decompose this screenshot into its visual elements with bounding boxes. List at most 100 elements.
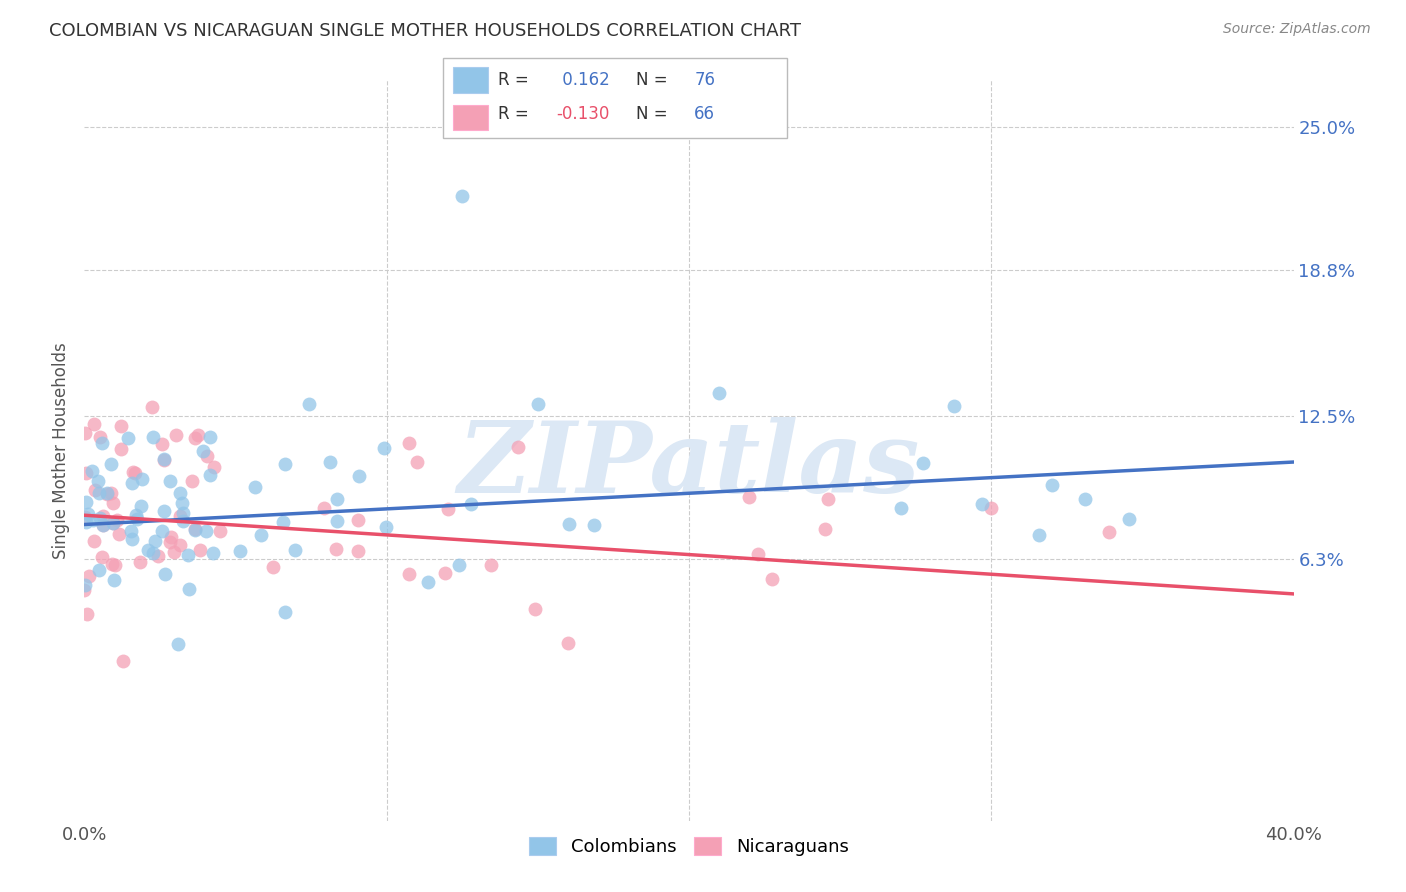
Point [91, 518, 114, 533]
Point [117, 431, 139, 445]
Point [398, 436, 420, 450]
Point [1040, 478, 1063, 492]
Point [129, 499, 152, 513]
Point [101, 516, 124, 530]
Point [1028, 528, 1050, 542]
FancyBboxPatch shape [443, 58, 787, 138]
Point [980, 501, 1002, 516]
Text: 76: 76 [695, 70, 716, 88]
Point [184, 523, 207, 537]
Point [274, 605, 297, 619]
Point [75, 426, 97, 441]
Point [508, 440, 530, 454]
Point [187, 428, 209, 442]
Point [375, 520, 398, 534]
Point [82, 513, 104, 527]
Point [250, 528, 273, 542]
Point [141, 400, 163, 414]
Point [262, 560, 284, 574]
Point [145, 533, 167, 548]
Point [195, 449, 218, 463]
Point [479, 558, 502, 573]
Point [347, 543, 370, 558]
Point [160, 530, 183, 544]
Point [274, 457, 297, 471]
Point [169, 538, 191, 552]
Point [150, 524, 173, 538]
Point [312, 500, 335, 515]
Point [100, 486, 122, 500]
Point [110, 418, 132, 433]
Text: R =: R = [498, 105, 534, 123]
Text: N =: N = [636, 70, 672, 88]
Text: R =: R = [498, 70, 534, 88]
Point [124, 508, 146, 523]
Point [557, 636, 579, 650]
Point [198, 468, 221, 483]
Point [970, 498, 993, 512]
Point [582, 517, 605, 532]
Point [152, 437, 174, 451]
Point [166, 637, 188, 651]
FancyBboxPatch shape [453, 67, 488, 93]
Point [451, 189, 474, 203]
Text: 0.162: 0.162 [557, 70, 609, 88]
Point [202, 459, 225, 474]
Point [1074, 491, 1097, 506]
Point [165, 427, 187, 442]
Point [813, 522, 835, 536]
Text: 66: 66 [695, 105, 716, 123]
Point [181, 474, 204, 488]
Point [77, 569, 100, 583]
Point [96, 486, 118, 500]
Point [131, 472, 153, 486]
Point [83, 417, 105, 431]
Point [89, 429, 111, 443]
Point [153, 503, 176, 517]
Point [326, 491, 349, 506]
Point [349, 468, 371, 483]
Point [198, 430, 221, 444]
Point [91, 509, 114, 524]
Point [121, 475, 143, 490]
Point [73, 582, 96, 597]
Point [747, 547, 769, 561]
Point [153, 452, 176, 467]
Text: -0.130: -0.130 [557, 105, 610, 123]
Point [738, 490, 761, 504]
Point [75, 466, 97, 480]
Point [89, 511, 111, 525]
Point [159, 474, 181, 488]
Point [398, 566, 420, 581]
Point [111, 654, 134, 668]
Point [121, 532, 143, 546]
Point [136, 543, 159, 558]
Point [434, 566, 457, 581]
Point [229, 544, 252, 558]
Point [101, 496, 124, 510]
Point [77, 507, 100, 521]
Point [169, 508, 191, 523]
Point [283, 542, 305, 557]
Point [817, 491, 839, 506]
Point [202, 546, 225, 560]
FancyBboxPatch shape [453, 104, 488, 130]
Point [183, 431, 205, 445]
Point [890, 501, 912, 516]
Point [124, 467, 146, 481]
Point [90, 436, 112, 450]
Point [73, 510, 96, 524]
Point [172, 514, 194, 528]
Point [460, 497, 482, 511]
Point [761, 572, 783, 586]
Point [153, 566, 176, 581]
Point [103, 574, 125, 588]
Point [87, 486, 110, 500]
Point [75, 515, 97, 529]
Point [172, 506, 194, 520]
Point [101, 557, 124, 571]
Point [89, 563, 111, 577]
Point [373, 442, 395, 456]
Point [1098, 525, 1121, 540]
Point [129, 555, 152, 569]
